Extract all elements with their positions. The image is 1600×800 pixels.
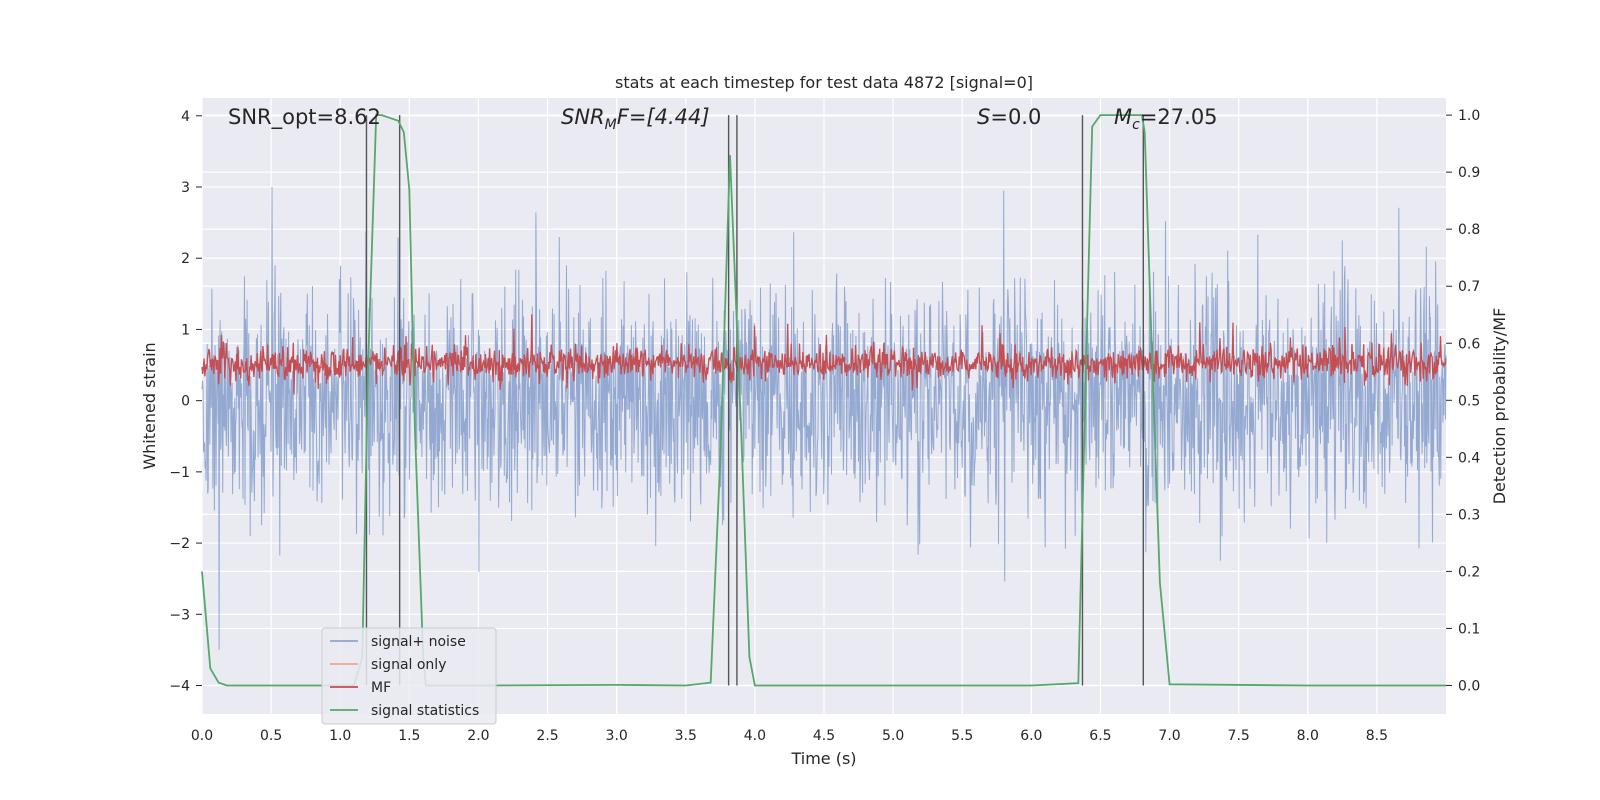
legend-label-signal-noise: signal+ noise: [371, 634, 466, 650]
y-tick-label-left-1: −3: [169, 607, 190, 623]
y-tick-label-left-2: −2: [169, 536, 190, 552]
legend: signal+ noise signal only MF signal stat…: [321, 627, 497, 725]
y-tick-label-right-7: 0.7: [1458, 279, 1480, 295]
y-tick-label-right-0: 0.0: [1458, 678, 1480, 694]
y-tick-label-left-4: 0: [181, 394, 190, 410]
x-tick-label-17: 8.5: [1366, 728, 1388, 744]
y-tick-label-right-9: 0.9: [1458, 165, 1480, 181]
mf-line: [201, 314, 1447, 395]
x-tick-label-0: 0.0: [191, 728, 213, 744]
x-tick-label-3: 1.5: [398, 728, 420, 744]
y-tick-label-right-4: 0.4: [1458, 450, 1480, 466]
x-tick-label-12: 6.0: [1020, 728, 1042, 744]
x-tick-label-5: 2.5: [536, 728, 558, 744]
y-tick-label-right-5: 0.5: [1458, 393, 1480, 409]
x-tick-label-10: 5.0: [882, 728, 904, 744]
legend-label-mf: MF: [371, 680, 391, 696]
x-tick-label-2: 1.0: [329, 728, 351, 744]
y-tick-label-right-8: 0.8: [1458, 222, 1480, 238]
y-tick-label-left-7: 3: [181, 180, 190, 196]
tick-labels: 0.0 0.5 1.0 1.5 2.0 2.5 3.0 3.5 4.0 4.5 5.0 5.5 6.0 6…: [169, 108, 1480, 744]
y-tick-label-right-10: 1.0: [1458, 108, 1480, 124]
x-tick-label-16: 8.0: [1297, 728, 1319, 744]
y-tick-label-right-1: 0.1: [1458, 621, 1480, 637]
y-tick-label-left-0: −4: [169, 679, 190, 695]
chart-title: stats at each timestep for test data 487…: [615, 73, 1033, 92]
x-tick-label-13: 6.5: [1089, 728, 1111, 744]
y-axis-label-left: Whitened strain: [140, 342, 159, 469]
x-tick-label-9: 4.5: [813, 728, 835, 744]
legend-label-signal-statistics: signal statistics: [371, 703, 479, 719]
x-tick-label-8: 4.0: [744, 728, 766, 744]
annotation-s: S=0.0: [977, 105, 1041, 129]
x-tick-label-4: 2.0: [467, 728, 489, 744]
y-tick-label-right-6: 0.6: [1458, 336, 1480, 352]
series-signal-noise: [201, 186, 1447, 650]
series-mf: [201, 314, 1447, 395]
y-tick-label-left-8: 4: [181, 109, 190, 125]
x-tick-label-15: 7.5: [1228, 728, 1250, 744]
signal-noise-line: [201, 186, 1447, 650]
x-axis-label: Time (s): [790, 749, 856, 768]
legend-box: [321, 627, 497, 725]
x-tick-label-7: 3.5: [675, 728, 697, 744]
x-tick-label-6: 3.0: [606, 728, 628, 744]
x-tick-label-1: 0.5: [260, 728, 282, 744]
y-tick-label-right-2: 0.2: [1458, 564, 1480, 580]
x-tick-label-14: 7.0: [1158, 728, 1180, 744]
y-axis-label-right: Detection probability/MF: [1490, 308, 1509, 505]
y-tick-label-left-5: 1: [181, 322, 190, 338]
annotation-snr-mf: SNRMF=[4.44]: [561, 105, 710, 133]
y-tick-label-left-3: −1: [169, 465, 190, 481]
y-tick-label-left-6: 2: [181, 251, 190, 267]
legend-label-signal-only: signal only: [371, 657, 446, 673]
annotation-mc: Mc=27.05: [1114, 105, 1218, 133]
y-tick-label-right-3: 0.3: [1458, 507, 1480, 523]
x-tick-label-11: 5.5: [951, 728, 973, 744]
annotation-snr-opt: SNR_opt=8.62: [228, 105, 381, 130]
